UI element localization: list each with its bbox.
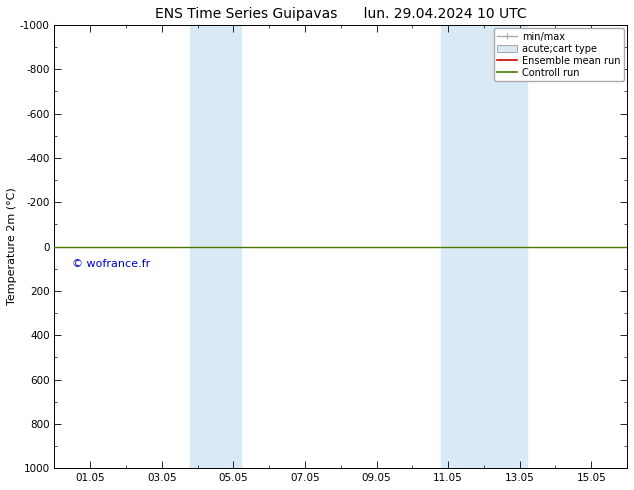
- Legend: min/max, acute;cart type, Ensemble mean run, Controll run: min/max, acute;cart type, Ensemble mean …: [493, 28, 624, 81]
- Text: © wofrance.fr: © wofrance.fr: [72, 259, 151, 269]
- Title: ENS Time Series Guipavas      lun. 29.04.2024 10 UTC: ENS Time Series Guipavas lun. 29.04.2024…: [155, 7, 527, 21]
- Y-axis label: Temperature 2m (°C): Temperature 2m (°C): [7, 188, 17, 305]
- Bar: [190, 25, 240, 468]
- Bar: [441, 25, 527, 468]
